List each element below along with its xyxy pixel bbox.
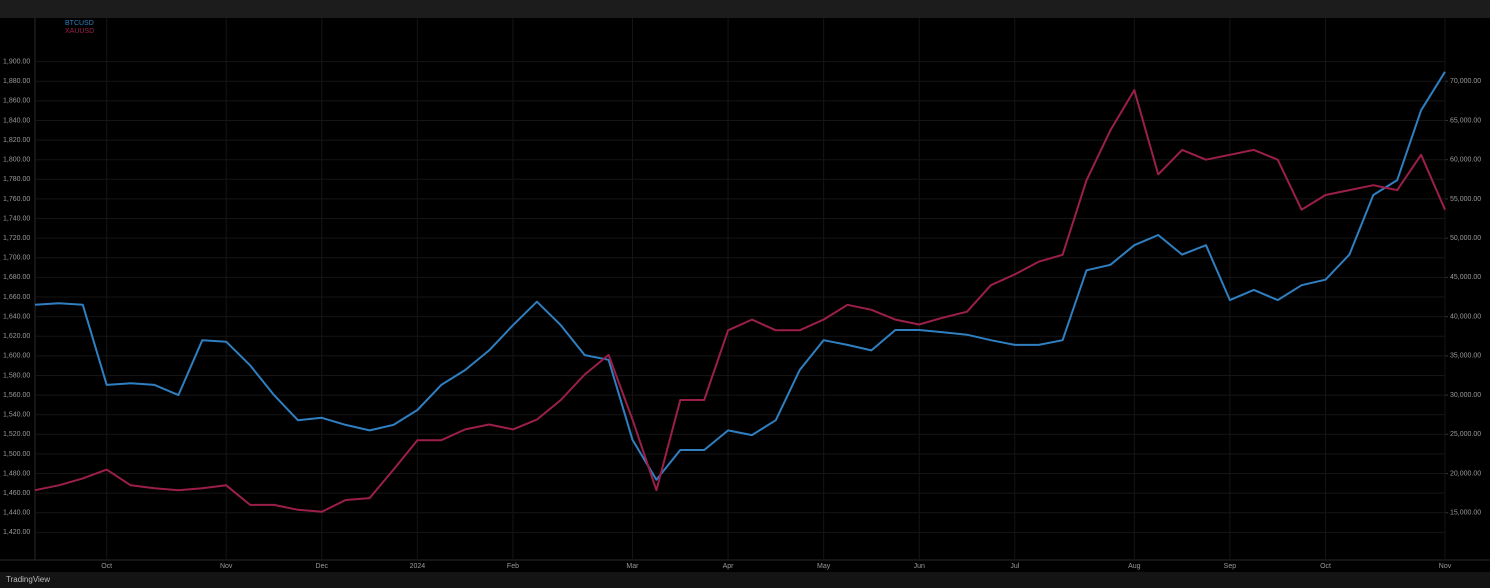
- x-tick-label: Apr: [723, 563, 735, 570]
- y2-tick-label: 65,000.00: [1450, 117, 1481, 124]
- y-tick-label: 1,680.00: [3, 274, 30, 281]
- y2-tick-label: 40,000.00: [1450, 313, 1481, 320]
- y-tick-label: 1,880.00: [3, 78, 30, 85]
- y2-tick-label: 45,000.00: [1450, 274, 1481, 281]
- x-tick-label: 2024: [410, 563, 426, 570]
- series-line: [34, 71, 1446, 481]
- y-tick-label: 1,760.00: [3, 196, 30, 203]
- y-tick-label: 1,480.00: [3, 470, 30, 477]
- legend-entry: XAUUSD: [65, 28, 94, 35]
- x-tick-label: Nov: [1439, 563, 1452, 570]
- y-tick-label: 1,500.00: [3, 451, 30, 458]
- y-tick-label: 1,780.00: [3, 176, 30, 183]
- y2-tick-label: 35,000.00: [1450, 353, 1481, 360]
- y-tick-label: 1,660.00: [3, 294, 30, 301]
- y-tick-label: 1,820.00: [3, 137, 30, 144]
- x-tick-label: Dec: [316, 563, 329, 570]
- y-tick-label: 1,700.00: [3, 255, 30, 262]
- y2-tick-label: 60,000.00: [1450, 157, 1481, 164]
- y-tick-label: 1,520.00: [3, 431, 30, 438]
- y-tick-label: 1,840.00: [3, 117, 30, 124]
- y2-tick-label: 50,000.00: [1450, 235, 1481, 242]
- y-tick-label: 1,540.00: [3, 412, 30, 419]
- y-tick-label: 1,900.00: [3, 58, 30, 65]
- y-tick-label: 1,720.00: [3, 235, 30, 242]
- footer-bar: [0, 572, 1490, 588]
- y2-tick-label: 15,000.00: [1450, 510, 1481, 517]
- y2-tick-label: 55,000.00: [1450, 196, 1481, 203]
- y2-tick-label: 30,000.00: [1450, 392, 1481, 399]
- x-tick-label: Oct: [1320, 563, 1331, 570]
- y-tick-label: 1,740.00: [3, 215, 30, 222]
- x-tick-label: Mar: [626, 563, 639, 570]
- y-tick-label: 1,640.00: [3, 313, 30, 320]
- series-line: [34, 89, 1446, 513]
- x-tick-label: Jun: [914, 563, 925, 570]
- top-bar: [0, 0, 1490, 18]
- y-tick-label: 1,460.00: [3, 490, 30, 497]
- x-tick-label: Feb: [507, 563, 519, 570]
- y-tick-label: 1,620.00: [3, 333, 30, 340]
- y-tick-label: 1,440.00: [3, 510, 30, 517]
- x-tick-label: Aug: [1128, 563, 1141, 570]
- y-tick-label: 1,580.00: [3, 372, 30, 379]
- x-tick-label: May: [817, 563, 831, 570]
- x-tick-label: Sep: [1224, 563, 1237, 570]
- y2-tick-label: 25,000.00: [1450, 431, 1481, 438]
- x-tick-label: Jul: [1010, 563, 1019, 570]
- y-tick-label: 1,600.00: [3, 353, 30, 360]
- x-tick-label: Oct: [101, 563, 112, 570]
- y2-tick-label: 70,000.00: [1450, 78, 1481, 85]
- y2-tick-label: 20,000.00: [1450, 470, 1481, 477]
- x-tick-label: Nov: [220, 563, 233, 570]
- footer-logo: TradingView: [6, 575, 50, 584]
- y-tick-label: 1,860.00: [3, 98, 30, 105]
- y-tick-label: 1,800.00: [3, 157, 30, 164]
- y-tick-label: 1,560.00: [3, 392, 30, 399]
- y-tick-label: 1,420.00: [3, 529, 30, 536]
- legend-entry: BTCUSD: [65, 20, 94, 27]
